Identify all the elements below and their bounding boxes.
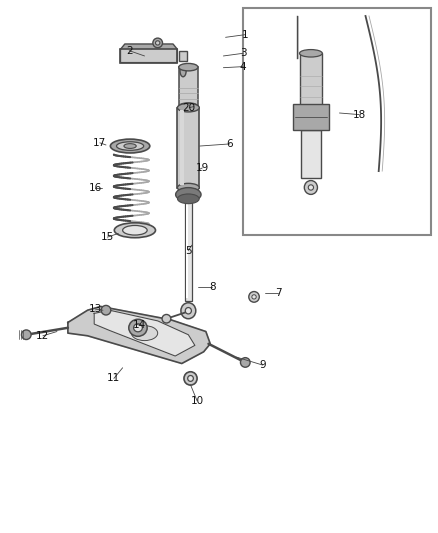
Text: 16: 16 — [89, 183, 102, 192]
Text: 19: 19 — [196, 163, 209, 173]
Polygon shape — [94, 310, 195, 356]
Text: 3: 3 — [240, 49, 247, 58]
Bar — [120, 49, 177, 62]
Ellipse shape — [177, 194, 199, 204]
Text: 11: 11 — [107, 374, 120, 383]
Ellipse shape — [129, 319, 147, 336]
Ellipse shape — [184, 372, 197, 385]
Ellipse shape — [177, 183, 199, 192]
Ellipse shape — [252, 295, 256, 299]
Bar — [300, 53, 322, 108]
Ellipse shape — [179, 103, 198, 110]
Bar — [293, 104, 329, 130]
Ellipse shape — [300, 50, 322, 57]
Bar — [243, 8, 431, 235]
Text: 1: 1 — [242, 30, 249, 39]
Text: 8: 8 — [209, 282, 216, 292]
Bar — [180, 110, 184, 185]
Text: 6: 6 — [226, 139, 233, 149]
Ellipse shape — [123, 225, 147, 235]
Ellipse shape — [114, 223, 155, 238]
Text: 5: 5 — [185, 246, 192, 255]
Text: 4: 4 — [240, 62, 247, 71]
Text: 18: 18 — [353, 110, 366, 119]
Bar — [301, 130, 321, 178]
Ellipse shape — [21, 330, 31, 340]
Ellipse shape — [240, 358, 250, 367]
Ellipse shape — [117, 142, 144, 150]
Ellipse shape — [155, 41, 160, 45]
Ellipse shape — [187, 375, 194, 382]
Ellipse shape — [177, 103, 199, 112]
Ellipse shape — [124, 144, 136, 149]
Polygon shape — [68, 306, 210, 364]
Ellipse shape — [176, 188, 201, 201]
Text: 13: 13 — [89, 304, 102, 314]
Ellipse shape — [134, 324, 142, 332]
Text: 9: 9 — [259, 360, 266, 370]
Bar — [177, 108, 199, 188]
Ellipse shape — [110, 139, 150, 153]
Text: 20: 20 — [183, 103, 196, 112]
Text: 2: 2 — [126, 46, 133, 55]
Ellipse shape — [181, 303, 196, 319]
Bar — [179, 67, 198, 107]
Ellipse shape — [153, 38, 162, 48]
Bar — [185, 196, 192, 301]
Ellipse shape — [162, 314, 171, 323]
Ellipse shape — [101, 305, 111, 315]
Text: 12: 12 — [36, 331, 49, 341]
Ellipse shape — [179, 63, 198, 71]
Polygon shape — [120, 44, 177, 62]
Ellipse shape — [185, 308, 191, 314]
Ellipse shape — [131, 326, 158, 341]
Ellipse shape — [180, 65, 186, 77]
Ellipse shape — [308, 185, 314, 190]
Ellipse shape — [304, 181, 318, 195]
Text: 17: 17 — [93, 138, 106, 148]
Bar — [179, 51, 187, 61]
Text: 15: 15 — [101, 232, 114, 242]
Text: 10: 10 — [191, 396, 204, 406]
Ellipse shape — [249, 292, 259, 302]
Text: 7: 7 — [275, 288, 282, 298]
Text: 14: 14 — [133, 320, 146, 330]
Bar — [186, 199, 188, 298]
